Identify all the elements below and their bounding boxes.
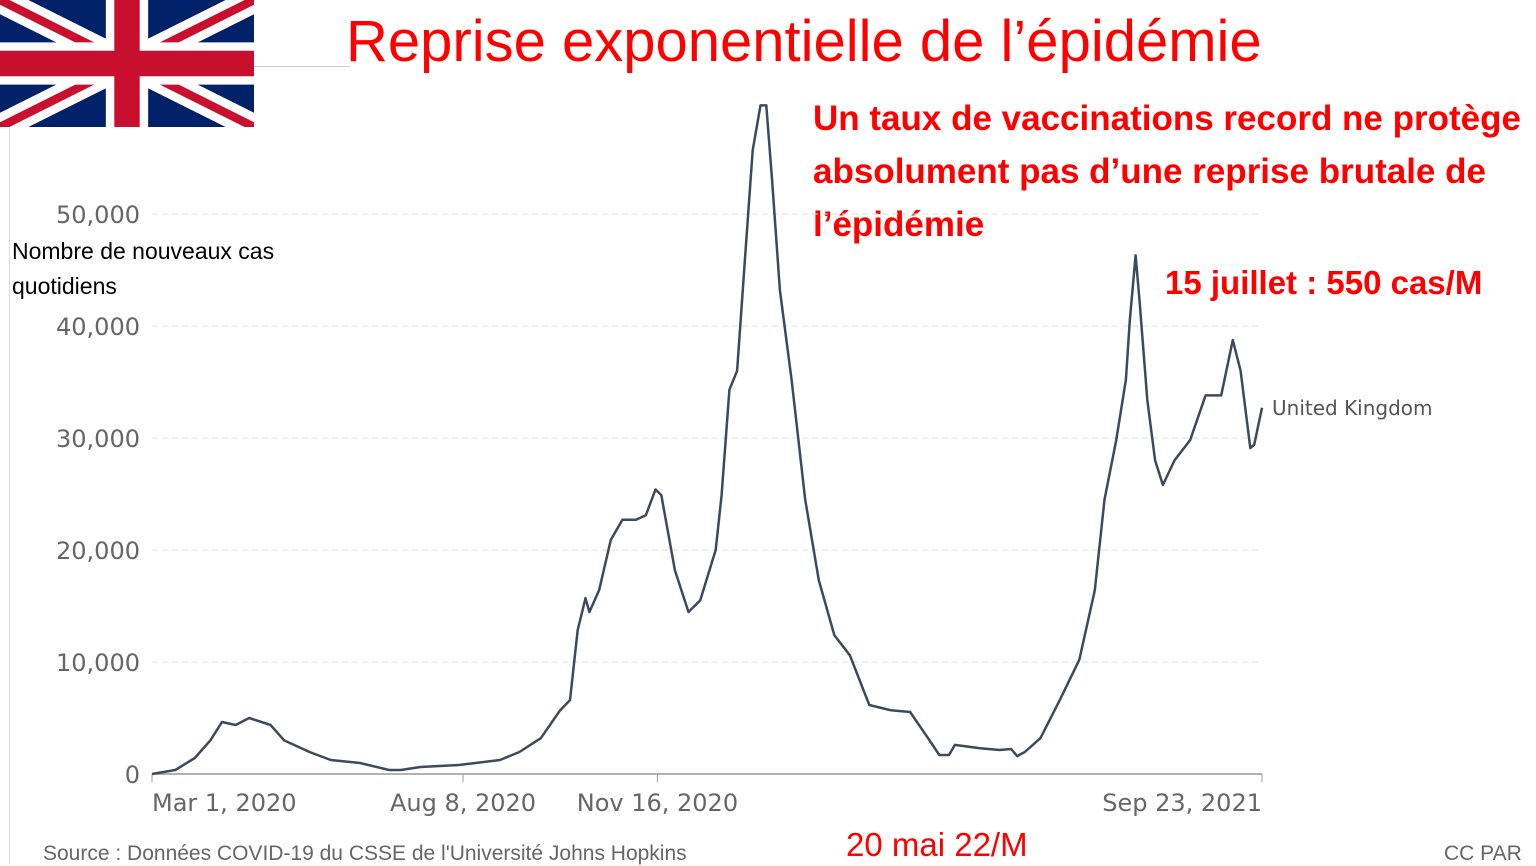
- x-tick-label: Sep 23, 2021: [1102, 789, 1262, 817]
- y-tick-label: 40,000: [56, 313, 140, 341]
- x-tick-label: Aug 8, 2020: [390, 789, 536, 817]
- uk-flag-icon: [0, 0, 254, 127]
- x-tick-label: Nov 16, 2020: [577, 789, 738, 817]
- y-tick-label: 20,000: [56, 537, 140, 565]
- series-label: United Kingdom: [1272, 396, 1433, 420]
- license-note: CC PAR: [1444, 842, 1522, 865]
- x-tick-label: Mar 1, 2020: [152, 789, 297, 817]
- divider: [254, 66, 350, 67]
- source-note: Source : Données COVID-19 du CSSE de l'U…: [43, 842, 687, 865]
- annotation-peak: 15 juillet : 550 cas/M: [1165, 264, 1483, 301]
- y-tick-label: 50,000: [56, 201, 140, 229]
- y-axis-label: Nombre de nouveaux cas quotidiens: [12, 238, 275, 299]
- annotation-low: 20 mai 22/M: [846, 826, 1028, 863]
- divider: [9, 127, 10, 864]
- y-tick-label: 0: [125, 761, 140, 789]
- headline: Un taux de vaccinations record ne protèg…: [813, 99, 1521, 244]
- slide-title: Reprise exponentielle de l’épidémie: [346, 9, 1262, 74]
- series-line-united-kingdom: [151, 104, 1264, 776]
- y-tick-label: 30,000: [56, 425, 140, 453]
- y-tick-label: 10,000: [56, 649, 140, 677]
